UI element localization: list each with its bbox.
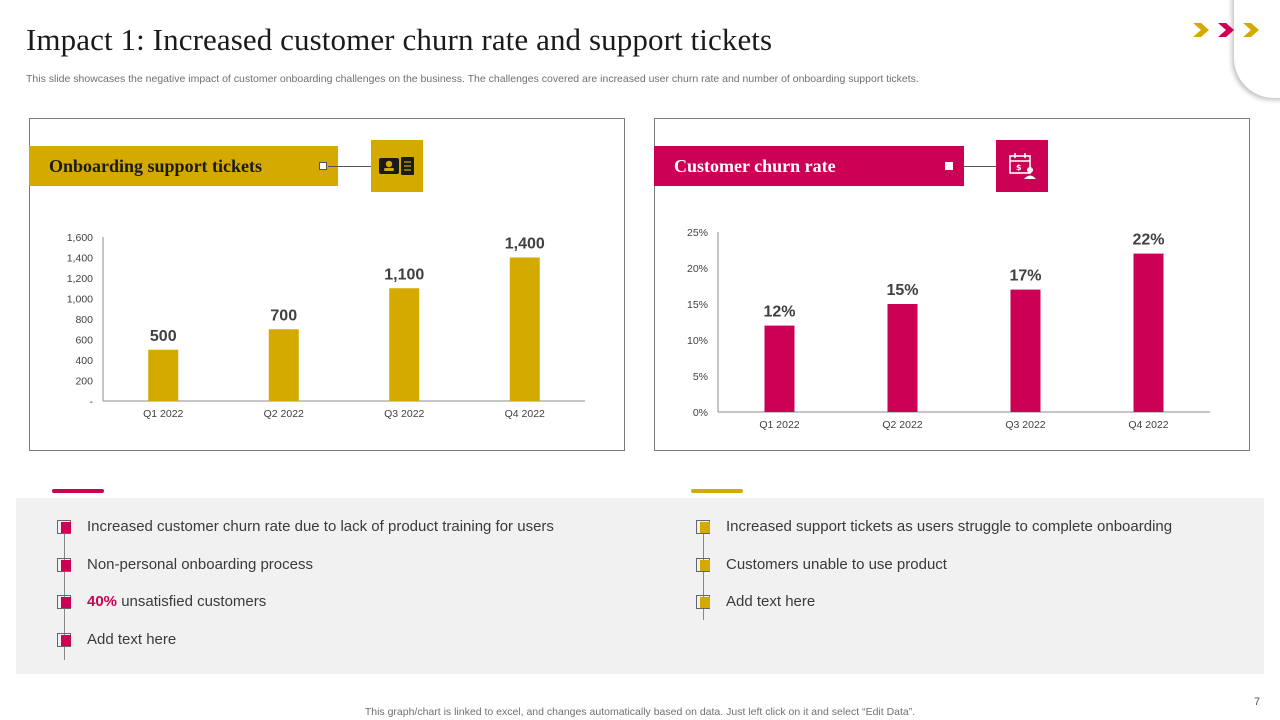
y-tick-label: 800 [75,314,93,326]
chevron-arrows-icon [1193,23,1259,37]
gold-accent-line [691,489,743,493]
calendar-icon-box: $ [996,140,1048,192]
list-item: Non-personal onboarding process [57,554,554,592]
point-text: Increased customer churn rate due to lac… [87,518,554,535]
list-item: Customers unable to use product [696,554,1172,592]
data-label: 1,400 [505,236,545,253]
pink-square-bullet-icon [57,595,71,609]
data-label: 17% [1009,268,1041,285]
y-tick-label: - [90,396,94,408]
data-label: 700 [270,307,297,324]
churn-rate-banner: Customer churn rate [654,146,964,186]
bar [764,325,795,412]
bar [389,288,420,401]
slide-title: Impact 1: Increased customer churn rate … [26,22,773,57]
ticket-icon [379,157,414,175]
list-item: 40% unsatisfied customers [57,591,554,629]
x-tick-label: Q2 2022 [264,408,304,420]
slide-subtitle: This slide showcases the negative impact… [26,73,919,85]
y-tick-label: 400 [75,355,93,367]
bar [509,257,540,401]
footer-note: This graph/chart is linked to excel, and… [364,706,916,718]
list-item: Add text here [696,591,1172,629]
y-tick-label: 200 [75,376,93,388]
bar [1010,289,1041,412]
banner-connector-dot [945,162,953,170]
support-tickets-banner: Onboarding support tickets [29,146,338,186]
gold-square-bullet-icon [696,595,710,609]
gold-square-bullet-icon [696,557,710,572]
x-tick-label: Q2 2022 [882,419,922,431]
highlight-percentage: 40% [87,593,118,610]
y-tick-label: 1,400 [67,253,93,265]
point-text: unsatisfied customers [117,593,267,610]
y-tick-label: 1,600 [67,232,93,244]
pink-accent-line [52,489,104,493]
y-tick-label: 10% [687,335,708,347]
data-label: 12% [763,304,795,321]
x-tick-label: Q3 2022 [384,408,424,420]
x-tick-label: Q3 2022 [1005,419,1045,431]
page-number: 7 [1254,696,1261,708]
pink-square-bullet-icon [57,520,71,534]
corner-tab [1234,0,1280,98]
x-tick-label: Q1 2022 [759,419,799,431]
list-item: Add text here [57,629,554,667]
y-tick-label: 0% [693,407,708,419]
data-label: 1,100 [384,266,424,283]
x-tick-label: Q4 2022 [505,408,545,420]
list-guide-line [703,530,704,620]
churn-points-list: Increased customer churn rate due to lac… [57,516,554,666]
point-text: Add text here [87,630,177,648]
banner-connector-line [964,166,996,167]
churn-rate-chart: 0% 5% 10% 15% 20% 25% 12% Q1 2022 15% Q2 2022 17% Q… [687,227,1210,431]
y-tick-label: 25% [687,227,708,239]
y-tick-label: 1,000 [67,294,93,306]
support-tickets-chart: - 200 400 600 800 1,000 1,200 1,400 1,600 500 Q1 2… [67,232,585,420]
banner-connector-dot [319,162,327,170]
y-tick-label: 600 [75,335,93,347]
x-tick-label: Q4 2022 [1128,419,1168,431]
svg-text:$: $ [1016,163,1022,172]
point-text: Non-personal onboarding process [87,555,313,573]
key-points-area [16,498,1264,674]
banner-connector-line [328,166,371,167]
data-label: 22% [1132,232,1164,249]
bar [268,329,299,401]
list-item: Increased support tickets as users strug… [696,516,1172,554]
bar [1133,253,1164,412]
point-text: Increased support tickets as users strug… [726,518,1173,535]
data-label: 15% [886,282,918,299]
y-tick-label: 15% [687,299,708,311]
point-text: Customers unable to use product [726,555,947,573]
tickets-points-list: Increased support tickets as users strug… [696,516,1172,629]
data-label: 500 [150,328,177,345]
calendar-money-icon: $ [1009,153,1036,179]
bar [887,304,918,412]
y-tick-label: 1,200 [67,273,93,285]
churn-rate-banner-label: Customer churn rate [674,155,836,176]
y-tick-label: 20% [687,263,708,275]
list-item: Increased customer churn rate due to lac… [57,516,554,554]
bar [148,349,179,401]
pink-square-bullet-icon [57,632,71,647]
y-tick-label: 5% [693,371,708,383]
ticket-icon-box [371,140,423,192]
pink-square-bullet-icon [57,557,71,572]
point-text: Add text here [726,593,816,610]
gold-square-bullet-icon [696,520,710,534]
support-tickets-banner-label: Onboarding support tickets [49,155,263,176]
x-tick-label: Q1 2022 [143,408,183,420]
